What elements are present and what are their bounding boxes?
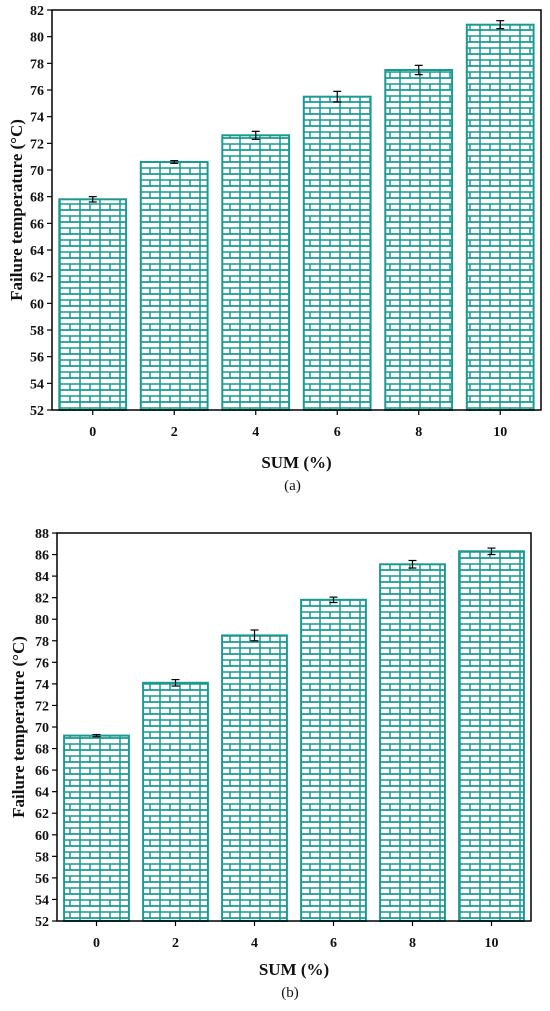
y-tick-label: 78 bbox=[30, 57, 44, 72]
panel-label: (b) bbox=[281, 985, 299, 1001]
x-axis-title: SUM (%) bbox=[259, 960, 329, 979]
y-tick-label: 66 bbox=[30, 217, 44, 232]
y-tick-label: 80 bbox=[30, 31, 44, 46]
y-tick-label: 68 bbox=[30, 191, 44, 206]
bar-6 bbox=[300, 598, 367, 922]
y-tick-label: 66 bbox=[35, 764, 49, 779]
x-tick-label: 8 bbox=[409, 936, 416, 951]
y-tick-label: 74 bbox=[35, 678, 49, 693]
error-bar-2 bbox=[171, 678, 180, 687]
x-tick-label: 10 bbox=[485, 936, 499, 951]
error-bar-6 bbox=[329, 596, 338, 604]
y-axis-title: Failure temperature (°C) bbox=[9, 636, 28, 818]
y-tick-label: 56 bbox=[30, 351, 44, 366]
y-tick-label: 82 bbox=[35, 592, 49, 607]
chart-panel-a: 0 2 4 6 8 1052545658606264666870727476788082S… bbox=[7, 4, 542, 494]
x-axis-title: SUM (%) bbox=[261, 453, 331, 472]
y-tick-label: 58 bbox=[30, 324, 44, 339]
error-bar-4 bbox=[250, 629, 259, 642]
x-tick-label: 10 bbox=[493, 425, 507, 440]
y-tick-label: 82 bbox=[30, 4, 44, 19]
y-tick-label: 76 bbox=[35, 656, 49, 671]
panel-label: (a) bbox=[284, 478, 301, 494]
plot-frame bbox=[51, 9, 542, 411]
y-tick-label: 52 bbox=[30, 404, 44, 419]
y-tick-label: 60 bbox=[30, 297, 44, 312]
error-bar-0 bbox=[92, 733, 101, 738]
error-bar-10 bbox=[487, 547, 496, 556]
y-tick-label: 72 bbox=[30, 137, 44, 152]
bar-6 bbox=[302, 95, 372, 411]
bar-4 bbox=[221, 134, 291, 412]
bar-2 bbox=[142, 681, 209, 922]
y-tick-label: 74 bbox=[30, 111, 44, 126]
x-tick-label: 4 bbox=[251, 936, 258, 951]
x-tick-label: 6 bbox=[330, 936, 337, 951]
y-tick-label: 54 bbox=[30, 377, 44, 392]
error-bar-4 bbox=[251, 130, 260, 140]
plot-frame bbox=[56, 532, 532, 922]
bar-10 bbox=[458, 550, 525, 922]
error-bar-0 bbox=[88, 196, 97, 203]
x-tick-label: 6 bbox=[334, 425, 341, 440]
y-tick-label: 64 bbox=[35, 786, 49, 801]
y-tick-label: 54 bbox=[35, 893, 49, 908]
y-tick-label: 70 bbox=[30, 164, 44, 179]
bar-2 bbox=[139, 161, 209, 411]
x-tick-label: 8 bbox=[415, 425, 422, 440]
x-tick-label: 0 bbox=[93, 936, 100, 951]
x-tick-label: 2 bbox=[172, 936, 179, 951]
y-tick-label: 86 bbox=[35, 549, 49, 564]
error-bar-8 bbox=[414, 64, 423, 76]
y-tick-label: 64 bbox=[30, 244, 44, 259]
y-tick-label: 70 bbox=[35, 721, 49, 736]
bar-0 bbox=[58, 198, 128, 411]
y-tick-label: 62 bbox=[35, 807, 49, 822]
chart-panel-b: 0 2 4 6 8 10525456586062646668707274767880828… bbox=[9, 527, 532, 1001]
error-bar-10 bbox=[496, 20, 505, 30]
y-tick-label: 56 bbox=[35, 872, 49, 887]
x-tick-label: 0 bbox=[89, 425, 96, 440]
y-axis-title: Failure temperature (°C) bbox=[7, 119, 26, 301]
y-tick-label: 80 bbox=[35, 613, 49, 628]
x-tick-label: 2 bbox=[171, 425, 178, 440]
bar-0 bbox=[63, 734, 130, 922]
y-tick-label: 68 bbox=[35, 743, 49, 758]
y-tick-label: 52 bbox=[35, 915, 49, 930]
y-tick-label: 58 bbox=[35, 850, 49, 865]
error-bar-6 bbox=[333, 90, 342, 103]
bar-4 bbox=[221, 634, 288, 923]
bar-8 bbox=[384, 69, 454, 411]
error-bar-8 bbox=[408, 559, 417, 569]
y-tick-label: 72 bbox=[35, 699, 49, 714]
y-tick-label: 78 bbox=[35, 635, 49, 650]
y-tick-label: 62 bbox=[30, 271, 44, 286]
y-tick-label: 88 bbox=[35, 527, 49, 542]
x-tick-label: 4 bbox=[252, 425, 259, 440]
y-tick-label: 76 bbox=[30, 84, 44, 99]
error-bar-2 bbox=[170, 160, 179, 164]
bar-10 bbox=[465, 23, 535, 411]
y-tick-label: 84 bbox=[35, 570, 49, 585]
y-tick-label: 60 bbox=[35, 829, 49, 844]
bar-8 bbox=[379, 563, 446, 922]
